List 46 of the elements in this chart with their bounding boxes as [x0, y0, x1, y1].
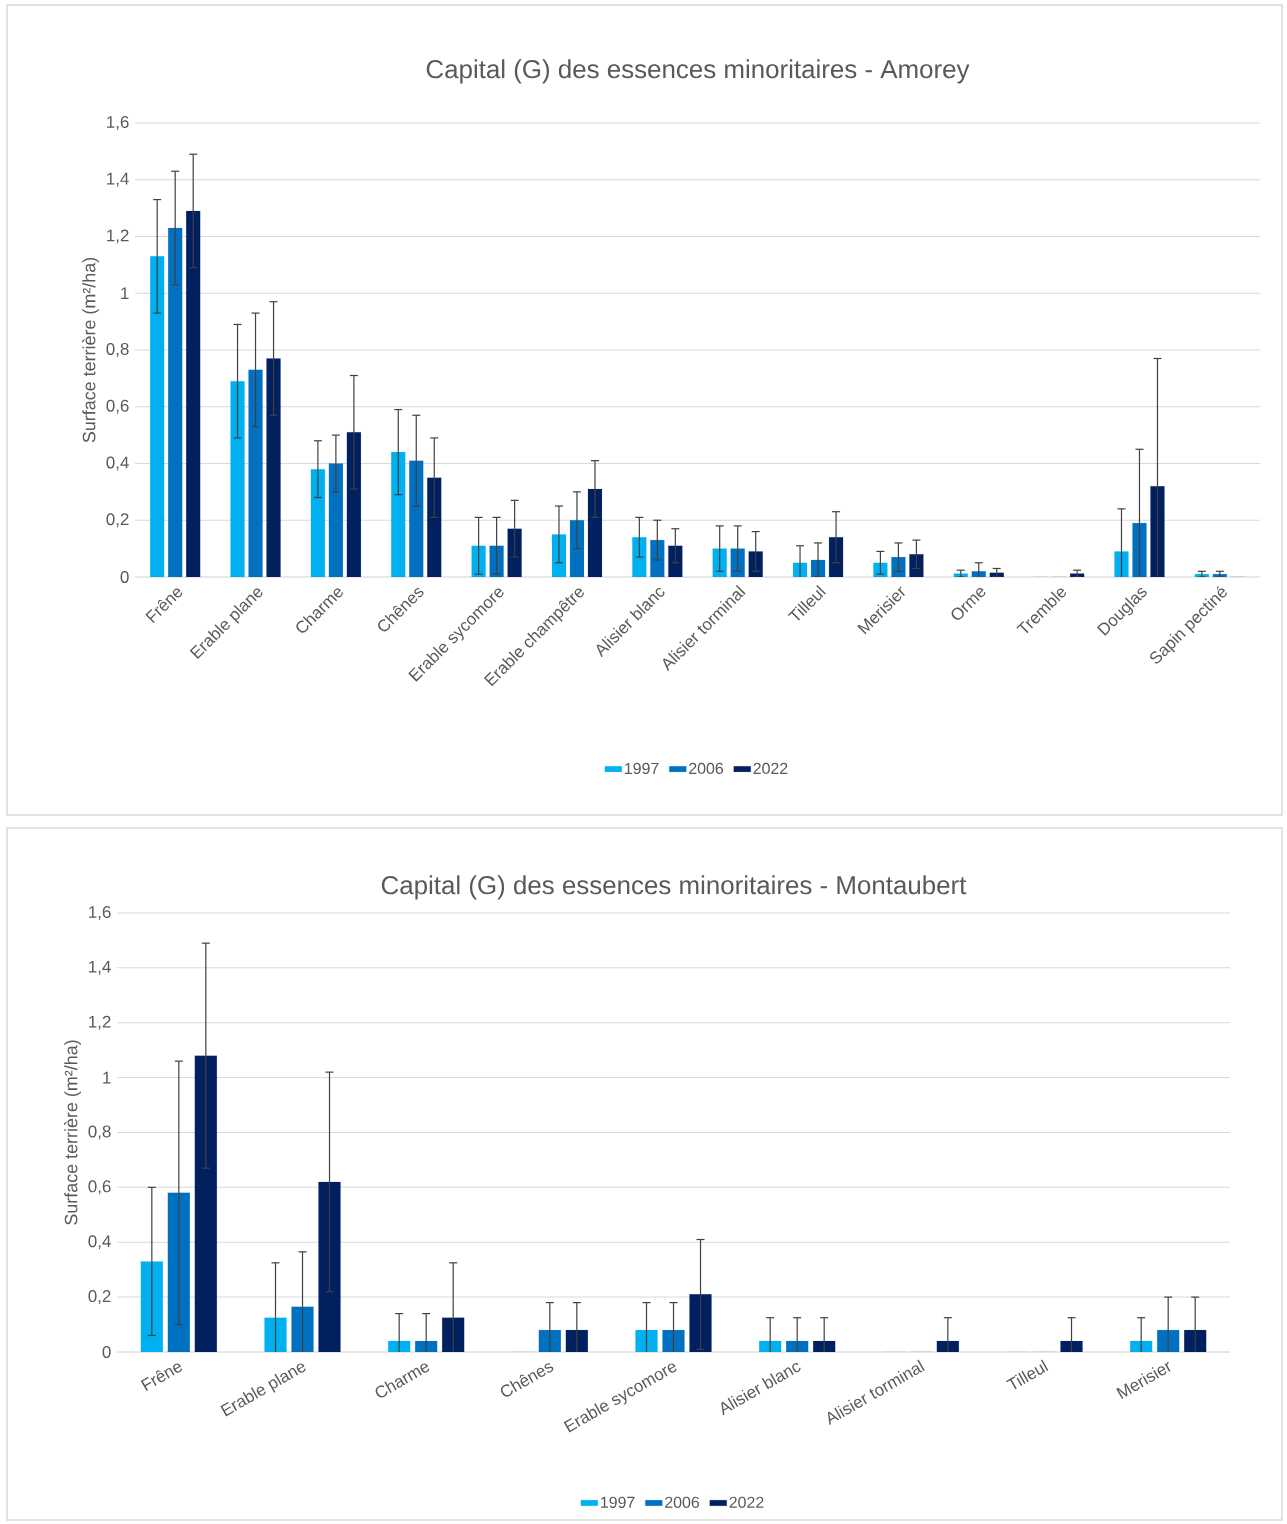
y-tick-label: 1,6	[89, 905, 111, 920]
bar	[168, 227, 183, 577]
y-tick-label: 0,4	[106, 456, 129, 471]
bar	[409, 460, 424, 577]
bar	[328, 463, 343, 577]
y-tick-label: 0,4	[88, 1235, 111, 1250]
y-axis-title: Surface terrière (m²/ha)	[64, 1040, 81, 1225]
x-tick-label: Frêne	[140, 1363, 182, 1392]
y-tick-label: 0,6	[88, 1180, 111, 1195]
y-tick-label: 0	[120, 570, 129, 583]
bar	[310, 469, 325, 577]
legend-label: 1997	[625, 762, 659, 775]
bar	[150, 256, 165, 577]
y-tick-label: 1,4	[107, 172, 129, 187]
chart-title: Capital (G) des essences minoritaires - Montaubert	[381, 875, 967, 900]
bar	[248, 369, 263, 577]
y-tick-label: 0,2	[88, 1290, 111, 1305]
bar	[989, 572, 1004, 577]
bar	[632, 537, 647, 577]
y-tick-label: 0,8	[106, 342, 129, 357]
y-tick-label: 1	[103, 1071, 111, 1084]
bar	[391, 452, 406, 577]
y-axis-title: Surface terrière (m²/ha)	[82, 257, 99, 443]
y-tick-label: 1	[121, 287, 129, 300]
bar	[186, 210, 201, 577]
y-tick-label: 0	[102, 1346, 111, 1358]
legend-label: 2022	[729, 1496, 764, 1508]
y-tick-label: 1,4	[89, 960, 111, 975]
bar	[230, 381, 245, 577]
legend-label: 2022	[753, 762, 788, 775]
legend-label: 2006	[665, 1496, 700, 1508]
y-tick-label: 1,2	[89, 1015, 111, 1030]
bar	[346, 432, 361, 577]
y-tick-label: 0,8	[88, 1125, 111, 1140]
bar	[427, 477, 442, 577]
bar	[266, 358, 281, 577]
y-tick-label: 0,6	[106, 399, 129, 414]
y-tick-label: 1,6	[107, 115, 129, 130]
legend-label: 1997	[601, 1496, 635, 1508]
bar	[569, 520, 585, 577]
bar	[587, 488, 603, 577]
y-tick-label: 0,2	[106, 513, 129, 528]
bar	[194, 1055, 217, 1352]
legend-label: 2006	[689, 762, 724, 775]
y-tick-label: 1,2	[107, 229, 129, 244]
chart-title: Capital (G) des essences minoritaires - Amorey	[426, 59, 970, 84]
